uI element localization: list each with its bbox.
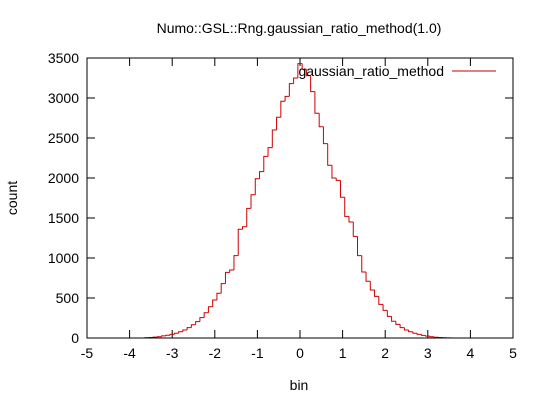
legend: gaussian_ratio_method — [298, 63, 496, 79]
histogram-step — [229, 269, 234, 273]
histogram-step — [216, 292, 222, 300]
x-tick-label: 3 — [424, 345, 432, 361]
histogram-step — [250, 194, 256, 209]
histogram-step — [327, 143, 332, 166]
histogram-step — [190, 324, 196, 328]
y-tick-label: 0 — [71, 330, 79, 346]
y-tick-label: 3000 — [48, 90, 79, 106]
histogram-step — [207, 306, 213, 313]
histogram-step — [237, 228, 243, 256]
histogram-step — [280, 100, 286, 118]
histogram-step — [382, 304, 388, 311]
histogram-step — [378, 296, 384, 305]
histogram-step — [288, 83, 294, 97]
histogram-step — [246, 207, 252, 227]
histogram-step — [335, 178, 341, 181]
histogram-step — [369, 281, 375, 291]
histogram-step — [271, 129, 277, 148]
histogram-step — [352, 222, 358, 237]
histogram-step — [203, 312, 209, 318]
data-series — [144, 63, 456, 339]
histogram-step — [399, 324, 405, 329]
histogram-step — [241, 226, 247, 230]
histogram-step — [339, 180, 345, 198]
histogram-step — [348, 216, 354, 223]
histogram-step — [374, 290, 379, 297]
histogram-step — [403, 327, 409, 331]
histogram-step — [322, 126, 328, 145]
histogram-step — [386, 310, 392, 317]
y-tick-label: 1000 — [48, 250, 79, 266]
x-tick-label: -2 — [209, 345, 222, 361]
histogram-step — [420, 334, 426, 336]
x-tick-label: -4 — [123, 345, 136, 361]
histogram-step — [408, 330, 413, 333]
y-tick-label: 2000 — [48, 170, 79, 186]
histogram-step — [331, 165, 337, 179]
histogram-step — [178, 331, 183, 334]
plot-frame — [86, 57, 514, 339]
histogram-step — [301, 63, 307, 70]
y-tick-label: 2500 — [48, 130, 79, 146]
histogram-step — [254, 178, 260, 195]
y-tick-label: 1500 — [48, 210, 79, 226]
axis-ticks: -5 -4 -3 -2 -1 0 1 2 3 4 5 0 500 1000 1500 2000 2500 3000… — [48, 50, 517, 361]
histogram-step — [276, 116, 281, 130]
histogram-step — [212, 299, 217, 307]
x-tick-label: -5 — [81, 345, 94, 361]
series-gaussian_ratio_method — [144, 63, 456, 339]
histogram-step — [284, 95, 290, 102]
histogram-step — [305, 69, 311, 77]
y-tick-label: 500 — [56, 290, 80, 306]
y-tick-label: 3500 — [48, 50, 79, 66]
histogram-step — [391, 316, 396, 322]
histogram-step — [416, 333, 422, 335]
histogram-step — [412, 331, 418, 334]
x-axis-label: bin — [290, 377, 309, 393]
histogram-step — [361, 255, 367, 273]
histogram-step — [233, 255, 239, 270]
histogram-step — [165, 334, 171, 336]
x-tick-label: 0 — [296, 345, 304, 361]
chart-title: Numo::GSL::Rng.gaussian_ratio_method(1.0… — [157, 20, 442, 36]
x-tick-label: 2 — [381, 345, 389, 361]
x-tick-label: 1 — [339, 345, 347, 361]
legend-label: gaussian_ratio_method — [298, 63, 444, 79]
histogram-step — [199, 317, 205, 322]
histogram-step — [224, 271, 230, 284]
histogram-step — [310, 75, 315, 93]
histogram-step — [182, 329, 188, 332]
x-tick-label: 4 — [467, 345, 475, 361]
histogram-step — [195, 321, 200, 325]
x-tick-label: -1 — [251, 345, 264, 361]
histogram-step — [161, 335, 166, 337]
histogram-step — [169, 333, 175, 336]
histogram-step — [429, 336, 435, 338]
histogram-step — [267, 147, 273, 157]
histogram-step — [365, 272, 371, 282]
y-axis-label: count — [4, 181, 20, 215]
histogram-step — [263, 155, 269, 172]
histogram-step — [395, 321, 401, 325]
histogram-step — [220, 283, 226, 294]
histogram-step — [425, 335, 430, 337]
histogram-step — [293, 77, 298, 84]
histogram-step — [297, 63, 303, 78]
x-tick-label: 5 — [509, 345, 517, 361]
x-tick-label: -3 — [166, 345, 179, 361]
histogram-step — [173, 332, 179, 335]
histogram-step — [186, 327, 192, 330]
histogram-step — [344, 197, 349, 217]
histogram-step — [259, 171, 264, 179]
histogram-step — [357, 236, 362, 257]
histogram-step — [314, 91, 320, 114]
histogram-step — [318, 113, 324, 128]
